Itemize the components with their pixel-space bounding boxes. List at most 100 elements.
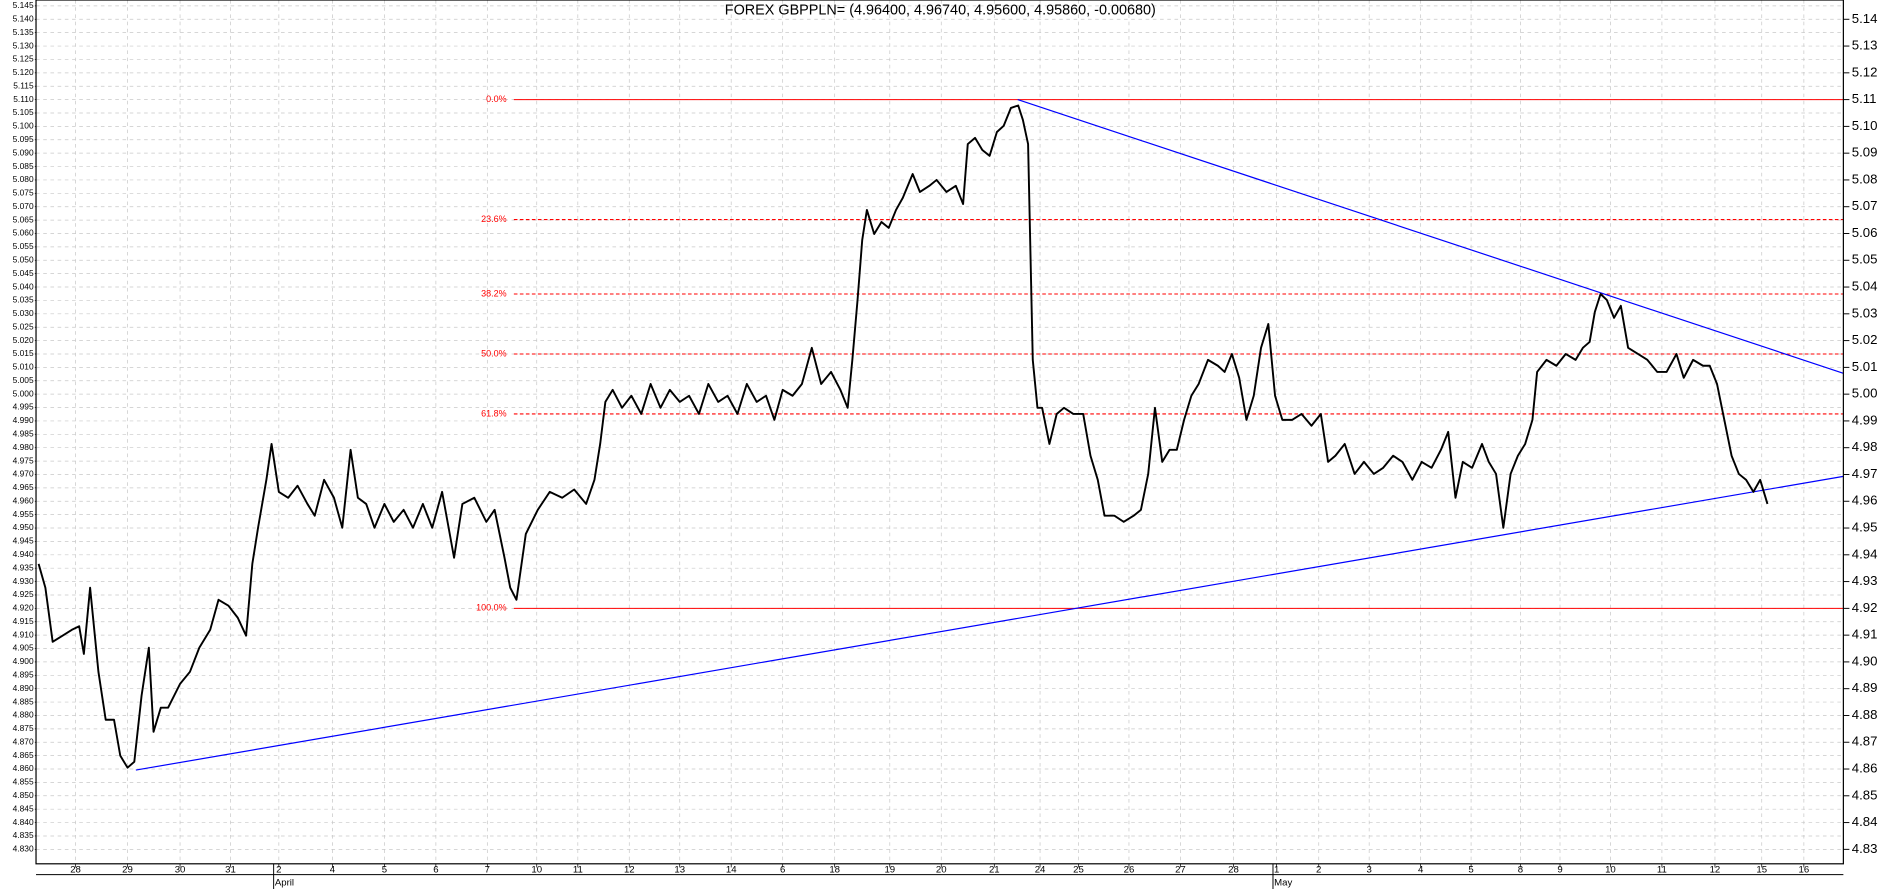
y2-tick-label: 4.92	[1852, 600, 1878, 615]
x-tick-label: 21	[989, 864, 1000, 875]
x-tick-label: 14	[726, 864, 737, 875]
plot-frame	[35, 0, 1844, 865]
x-tick-label: 3	[1367, 864, 1372, 875]
y2-tick-label: 4.87	[1852, 734, 1878, 749]
x-tick-label: 31	[225, 864, 236, 875]
y2-tick-label: 5.08	[1852, 171, 1878, 186]
x-tick-label: 18	[829, 864, 840, 875]
y2-tick-label: 5.14	[1852, 11, 1878, 26]
y-tick-label: 4.880	[13, 710, 34, 720]
y-tick-label: 5.055	[13, 241, 34, 251]
y-tick-label: 5.090	[13, 147, 34, 157]
y2-tick-label: 4.83	[1852, 841, 1878, 856]
y2-tick-label: 4.96	[1852, 493, 1878, 508]
x-tick-label: 6	[780, 864, 785, 875]
y-tick-label: 5.100	[13, 121, 34, 131]
y-tick-label: 5.095	[13, 134, 34, 144]
x-tick-label: 4	[1418, 864, 1424, 875]
y-tick-label: 5.060	[13, 228, 34, 238]
x-tick-label: 28	[70, 864, 81, 875]
y-tick-label: 5.050	[13, 254, 34, 264]
y-tick-label: 4.865	[13, 750, 34, 760]
y-tick-label: 5.080	[13, 174, 34, 184]
x-tick-label: 5	[382, 864, 387, 875]
y-tick-label: 4.910	[13, 629, 34, 639]
x-tick-label: 19	[884, 864, 895, 875]
y-tick-label: 5.105	[13, 107, 34, 117]
x-tick-label: 1	[1274, 864, 1279, 875]
x-tick-label: 6	[433, 864, 438, 875]
y-tick-label: 4.915	[13, 616, 34, 626]
y-tick-label: 4.935	[13, 562, 34, 572]
y-tick-label: 4.895	[13, 670, 34, 680]
y-tick-label: 4.970	[13, 469, 34, 479]
y-tick-label: 4.870	[13, 736, 34, 746]
y-tick-label: 5.005	[13, 375, 34, 385]
x-tick-label: 8	[1518, 864, 1523, 875]
y-tick-label: 4.950	[13, 522, 34, 532]
x-tick-label: 2	[1316, 864, 1321, 875]
y-tick-label: 4.930	[13, 576, 34, 586]
y2-tick-label: 5.02	[1852, 332, 1878, 347]
y-tick-label: 4.995	[13, 402, 34, 412]
y2-tick-label: 4.97	[1852, 466, 1878, 481]
period-label: April	[275, 878, 294, 889]
y-tick-label: 5.130	[13, 40, 34, 50]
fib-level-label: 0.0%	[486, 94, 507, 104]
y-tick-label: 5.000	[13, 388, 34, 398]
y-tick-label: 5.115	[13, 80, 34, 90]
y2-tick-label: 5.11	[1852, 91, 1877, 106]
fib-level-label: 50.0%	[481, 348, 507, 358]
y-tick-label: 5.075	[13, 188, 34, 198]
fib-level-label: 23.6%	[481, 214, 507, 224]
y2-tick-label: 5.01	[1852, 359, 1878, 374]
y-tick-label: 5.015	[13, 348, 34, 358]
y2-tick-label: 4.94	[1852, 546, 1878, 561]
y2-tick-label: 4.95	[1852, 520, 1878, 535]
fib-level-label: 100.0%	[476, 603, 507, 613]
x-tick-label: 11	[573, 864, 583, 875]
fib-level-label: 38.2%	[481, 288, 507, 298]
y2-tick-label: 4.99	[1852, 412, 1878, 427]
x-tick-label: 5	[1468, 864, 1473, 875]
y2-tick-label: 5.04	[1852, 279, 1878, 294]
x-tick-label: 26	[1124, 864, 1135, 875]
y-tick-label: 4.975	[13, 455, 34, 465]
y2-tick-label: 5.03	[1852, 305, 1878, 320]
y-tick-label: 4.835	[13, 830, 34, 840]
y2-tick-label: 4.93	[1852, 573, 1878, 588]
y2-tick-label: 4.86	[1852, 761, 1878, 776]
y-tick-label: 5.025	[13, 321, 34, 331]
trend-line	[135, 475, 1844, 771]
y-tick-label: 4.830	[13, 844, 34, 854]
y2-tick-label: 5.13	[1852, 38, 1878, 53]
y-tick-label: 4.985	[13, 429, 34, 439]
y-tick-label: 5.040	[13, 281, 34, 291]
y-tick-label: 4.945	[13, 536, 34, 546]
y-tick-label: 5.120	[13, 67, 34, 77]
y-tick-label: 4.855	[13, 777, 34, 787]
y-tick-label: 4.890	[13, 683, 34, 693]
x-tick-label: 28	[1228, 864, 1239, 875]
x-tick-label: 30	[175, 864, 186, 875]
trend-line	[1017, 99, 1844, 374]
x-tick-label: 2	[276, 864, 281, 875]
x-tick-label: 12	[624, 864, 635, 875]
y-tick-label: 5.030	[13, 308, 34, 318]
grid-layer	[36, 0, 1844, 864]
y-tick-label: 4.860	[13, 763, 34, 773]
y-tick-label: 4.900	[13, 656, 34, 666]
y2-tick-label: 4.89	[1852, 680, 1878, 695]
x-tick-label: 16	[1799, 864, 1810, 875]
y-tick-label: 4.920	[13, 603, 34, 613]
y-tick-label: 5.045	[13, 268, 34, 278]
x-tick-label: 13	[674, 864, 685, 875]
y-tick-label: 4.980	[13, 442, 34, 452]
y-tick-label: 4.850	[13, 790, 34, 800]
y2-tick-label: 5.06	[1852, 225, 1878, 240]
y-tick-label: 4.875	[13, 723, 34, 733]
y-tick-label: 4.845	[13, 803, 34, 813]
y-tick-label: 5.020	[13, 335, 34, 345]
y2-tick-label: 4.85	[1852, 787, 1878, 802]
y-tick-label: 4.965	[13, 482, 34, 492]
